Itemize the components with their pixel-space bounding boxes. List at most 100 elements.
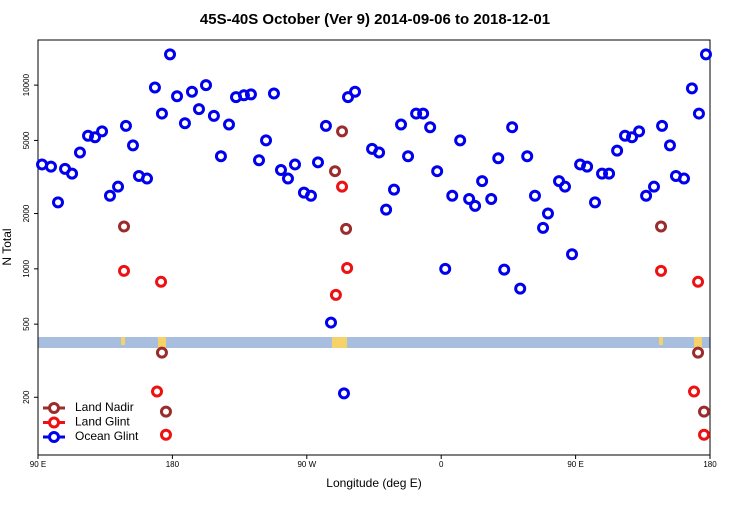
point: [648, 180, 660, 193]
legend-marker: [48, 416, 60, 429]
point: [656, 119, 669, 132]
point: [485, 192, 498, 205]
point: [688, 385, 701, 398]
point: [446, 189, 459, 202]
land-patch: [121, 337, 125, 345]
chart-title: 45S-40S October (Ver 9) 2014-09-06 to 20…: [200, 11, 550, 28]
land-patch: [659, 337, 663, 345]
point: [469, 199, 482, 212]
point: [66, 167, 79, 180]
point: [148, 81, 161, 94]
point: [692, 107, 705, 120]
point: [626, 131, 639, 144]
point: [558, 180, 571, 193]
point: [640, 189, 653, 202]
land-patch: [158, 337, 166, 348]
point: [141, 172, 154, 185]
legend-marker: [48, 402, 60, 414]
point: [454, 134, 467, 147]
point: [82, 129, 95, 142]
point: [521, 150, 534, 163]
point: [112, 180, 125, 193]
point: [312, 156, 324, 169]
point: [336, 180, 349, 193]
point: [439, 262, 452, 275]
point: [319, 119, 332, 132]
point: [528, 189, 541, 202]
y-tick-label: 10000: [22, 73, 31, 96]
point: [424, 121, 437, 134]
point: [329, 288, 342, 301]
point: [596, 167, 609, 180]
x-tick-label: 180: [703, 460, 717, 469]
point: [329, 165, 342, 178]
point: [155, 346, 168, 359]
point: [699, 48, 712, 61]
point: [655, 264, 668, 277]
point: [304, 189, 317, 202]
x-tick-label: 0: [439, 460, 444, 469]
point: [73, 146, 86, 159]
point: [498, 263, 511, 276]
point: [281, 172, 294, 185]
point: [52, 196, 65, 209]
point: [289, 158, 302, 171]
point: [171, 90, 184, 103]
point: [410, 107, 423, 120]
point: [159, 405, 172, 418]
legend-label: Land Glint: [75, 415, 130, 429]
point: [581, 160, 594, 173]
point: [126, 139, 139, 152]
point: [185, 85, 198, 98]
point: [324, 316, 337, 329]
land-mask-strip: [38, 337, 710, 348]
y-tick-label: 200: [22, 390, 31, 404]
point: [463, 192, 476, 205]
point: [44, 160, 57, 173]
point: [611, 144, 624, 157]
point: [118, 220, 131, 233]
point: [506, 121, 519, 134]
point: [155, 107, 168, 120]
point: [476, 175, 489, 188]
point: [155, 275, 168, 288]
land-patch: [694, 337, 702, 348]
point: [267, 87, 280, 100]
point: [159, 428, 172, 441]
points: [36, 48, 712, 441]
legend-marker: [48, 431, 60, 443]
point: [388, 183, 401, 196]
point: [402, 150, 415, 163]
point: [340, 222, 353, 235]
point: [151, 385, 164, 398]
point: [655, 220, 668, 233]
point: [274, 164, 287, 177]
point: [514, 282, 527, 295]
point: [395, 118, 408, 131]
point: [541, 207, 554, 220]
legend-label: Ocean Glint: [75, 429, 139, 443]
point: [222, 118, 235, 131]
point: [164, 48, 177, 61]
point: [685, 82, 698, 95]
point: [373, 146, 386, 159]
point: [337, 387, 350, 400]
point: [633, 125, 646, 138]
point: [178, 117, 191, 130]
point: [566, 248, 579, 261]
point: [619, 129, 632, 142]
point: [537, 221, 550, 234]
x-tick-label: 90 W: [297, 460, 316, 469]
x-tick-label: 180: [166, 460, 180, 469]
point: [692, 275, 705, 288]
point: [678, 172, 691, 185]
point: [417, 107, 430, 120]
point: [336, 125, 349, 138]
point: [237, 89, 250, 102]
point: [698, 405, 711, 418]
point: [207, 109, 220, 122]
y-tick-label: 1000: [22, 259, 31, 277]
